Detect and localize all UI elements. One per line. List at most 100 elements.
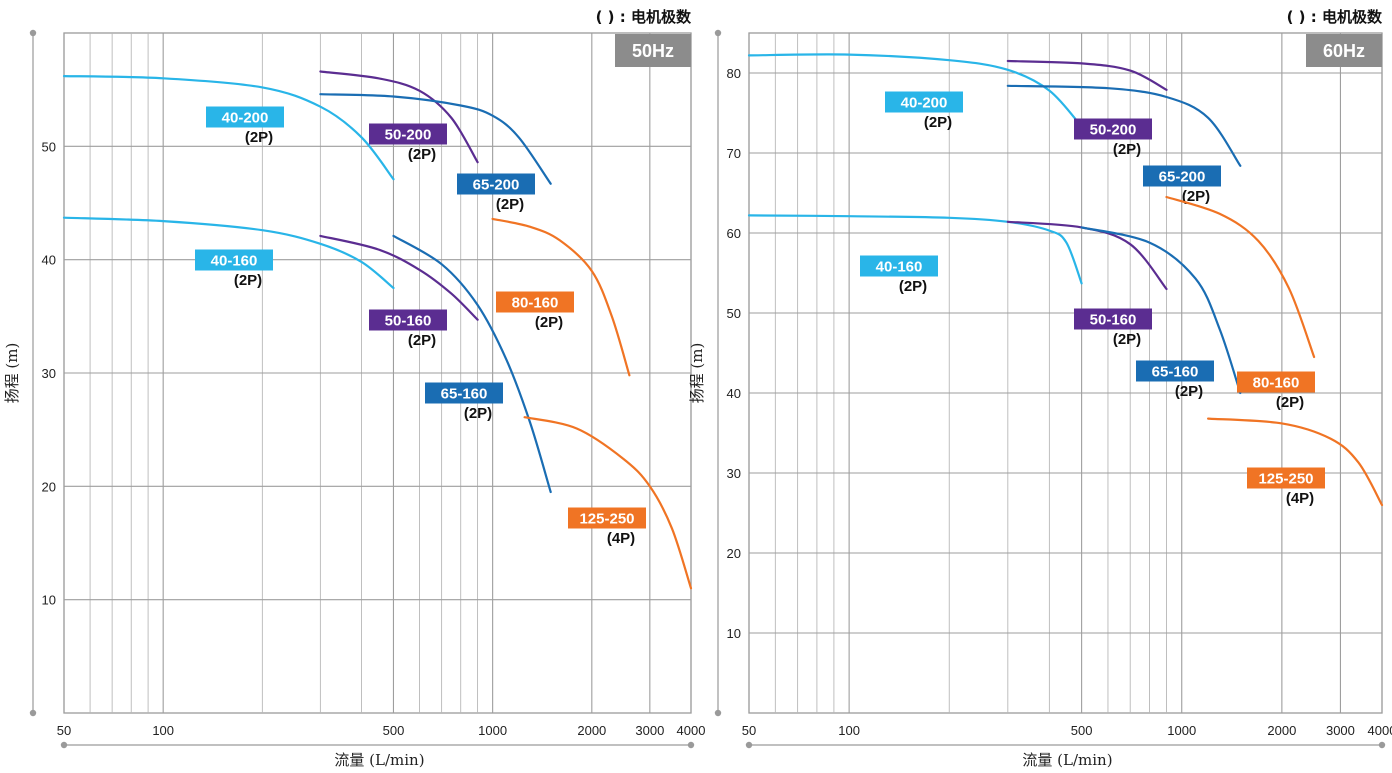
pump-curve-50-200 xyxy=(319,70,479,164)
pump-curve-125-250 xyxy=(1207,417,1384,507)
x-tick-label: 50 xyxy=(57,723,71,738)
x-axis-end-dot xyxy=(687,741,695,749)
pump-pole-label: (4P) xyxy=(1286,490,1314,507)
pump-model-label: 40-200 xyxy=(222,110,269,127)
pump-model-badge xyxy=(860,255,938,277)
y-axis-end-dot xyxy=(714,709,722,717)
frequency-label: 60Hz xyxy=(1323,41,1365,61)
y-tick-label: 20 xyxy=(727,546,741,561)
x-axis-title: 流量 (L/min) xyxy=(334,751,424,769)
pump-curve-40-160 xyxy=(747,214,1083,285)
pump-curve-40-160 xyxy=(62,216,395,290)
pump-pole-label: (2P) xyxy=(234,272,262,289)
pump-model-label: 65-200 xyxy=(1159,169,1206,186)
pump-model-label: 80-160 xyxy=(512,295,559,312)
pump-model-badge xyxy=(1247,467,1325,489)
pump-model-badge xyxy=(1237,371,1315,393)
y-tick-label: 60 xyxy=(727,226,741,241)
pump-model-badge xyxy=(1074,118,1152,140)
x-axis-title: 流量 (L/min) xyxy=(1022,751,1112,769)
x-tick-label: 100 xyxy=(838,723,860,738)
pump-curve-125-250 xyxy=(523,416,693,590)
y-tick-label: 70 xyxy=(727,146,741,161)
pump-model-label: 40-160 xyxy=(211,253,258,270)
pump-model-badge xyxy=(195,249,273,271)
pump-pole-label: (2P) xyxy=(1113,141,1141,158)
pump-model-label: 50-200 xyxy=(1090,122,1137,139)
pump-model-badge xyxy=(425,382,503,404)
y-tick-label: 20 xyxy=(42,479,56,494)
x-tick-label: 4000 xyxy=(677,723,706,738)
pump-pole-label: (2P) xyxy=(1175,383,1203,400)
x-tick-label: 50 xyxy=(742,723,756,738)
pump-model-badge xyxy=(496,291,574,313)
pump-pole-label: (2P) xyxy=(408,332,436,349)
x-axis-end-dot xyxy=(1378,741,1386,749)
x-tick-label: 100 xyxy=(152,723,174,738)
pump-curve-50-160 xyxy=(319,234,479,321)
pump-curve-80-160 xyxy=(1165,195,1316,359)
y-tick-label: 80 xyxy=(727,66,741,81)
pump-pole-label: (2P) xyxy=(1113,331,1141,348)
pump-pole-label: (2P) xyxy=(245,129,273,146)
pump-pole-label: (2P) xyxy=(924,114,952,131)
y-tick-label: 40 xyxy=(727,386,741,401)
pump-model-label: 50-200 xyxy=(385,127,432,144)
x-tick-label: 3000 xyxy=(1326,723,1355,738)
pump-model-badge xyxy=(1136,360,1214,382)
pump-pole-label: (2P) xyxy=(496,196,524,213)
y-tick-label: 10 xyxy=(42,593,56,608)
pump-model-badge xyxy=(568,507,646,529)
pump-curve-50-200 xyxy=(1006,59,1168,91)
y-axis-title: 扬程 (m) xyxy=(688,343,706,404)
y-tick-label: 50 xyxy=(42,139,56,154)
x-tick-label: 2000 xyxy=(1267,723,1296,738)
y-axis-end-dot xyxy=(29,29,37,37)
x-tick-label: 4000 xyxy=(1368,723,1392,738)
pump-curve-80-160 xyxy=(491,217,631,377)
pump-curve-65-200 xyxy=(319,93,552,185)
pump-model-label: 125-250 xyxy=(579,511,634,528)
pump-curve-40-200 xyxy=(62,75,395,181)
pump-pole-label: (2P) xyxy=(1276,394,1304,411)
pump-curve-65-160 xyxy=(1080,226,1242,395)
y-tick-label: 10 xyxy=(727,626,741,641)
pump-model-badge xyxy=(206,106,284,128)
y-axis-end-dot xyxy=(714,29,722,37)
frequency-badge xyxy=(1306,34,1382,67)
pump-pole-label: (2P) xyxy=(899,278,927,295)
pump-model-label: 80-160 xyxy=(1253,375,1300,392)
pump-pole-label: (2P) xyxy=(535,314,563,331)
x-axis-end-dot xyxy=(60,741,68,749)
y-tick-label: 50 xyxy=(727,306,741,321)
pump-pole-label: (4P) xyxy=(607,530,635,547)
pump-curve-65-160 xyxy=(392,234,552,494)
pump-pole-label: (2P) xyxy=(1182,188,1210,205)
motor-poles-note: ( ) : 电机极数 xyxy=(1287,8,1383,26)
pump-model-badge xyxy=(457,173,535,195)
x-tick-label: 3000 xyxy=(635,723,664,738)
pump-model-label: 125-250 xyxy=(1258,471,1313,488)
pump-model-badge xyxy=(369,123,447,145)
frequency-label: 50Hz xyxy=(632,41,674,61)
x-tick-label: 500 xyxy=(383,723,405,738)
pump-model-label: 50-160 xyxy=(1090,312,1137,329)
chart-panel-50hz: 10 20 30 40 50 50 100 500 1000 2000 3000 4000 流量 (L/… xyxy=(3,8,705,769)
y-tick-label: 40 xyxy=(42,253,56,268)
pump-model-badge xyxy=(369,309,447,331)
pump-model-label: 40-200 xyxy=(901,95,948,112)
x-axis-end-dot xyxy=(745,741,753,749)
x-tick-label: 1000 xyxy=(1167,723,1196,738)
pump-curve-40-200 xyxy=(747,53,1083,128)
pump-model-label: 65-160 xyxy=(441,386,488,403)
pump-model-label: 50-160 xyxy=(385,313,432,330)
chart-panel-60hz: 10 20 30 40 50 60 70 80 50 100 500 1000 2000 3000 4000… xyxy=(688,8,1392,769)
y-tick-label: 30 xyxy=(42,366,56,381)
y-axis-end-dot xyxy=(29,709,37,717)
frequency-badge xyxy=(615,34,691,67)
x-tick-label: 1000 xyxy=(478,723,507,738)
pump-model-label: 65-160 xyxy=(1152,364,1199,381)
motor-poles-note: ( ) : 电机极数 xyxy=(596,8,692,26)
pump-curve-65-200 xyxy=(1006,84,1242,167)
